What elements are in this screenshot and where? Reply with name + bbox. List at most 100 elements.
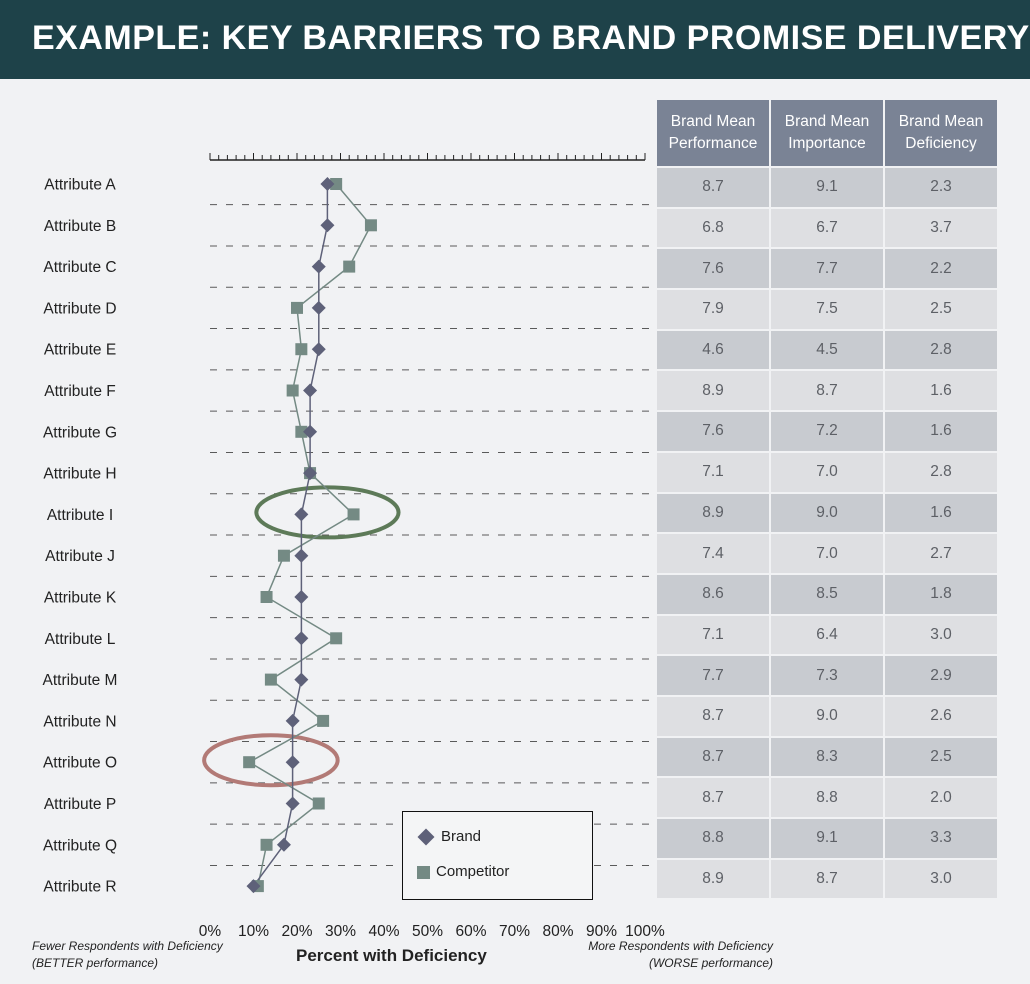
- cell-deficiency: 1.6: [885, 412, 997, 451]
- table-row: 7.1 6.4 3.0: [657, 615, 997, 655]
- header-deficiency: Brand Mean Deficiency: [885, 100, 997, 166]
- category-label: Attribute L: [45, 631, 116, 648]
- competitor-point: [347, 508, 360, 521]
- x-tick-label: 20%: [281, 923, 312, 940]
- table-row: 8.9 8.7 3.0: [657, 859, 997, 899]
- category-label: Attribute P: [44, 796, 116, 813]
- table-row: 7.9 7.5 2.5: [657, 290, 997, 329]
- category-label: Attribute K: [44, 590, 117, 607]
- chart-legend: Brand Competitor: [402, 811, 593, 900]
- brand-point: [311, 300, 326, 315]
- cell-importance: 7.2: [771, 412, 883, 451]
- cell-importance: 7.5: [771, 290, 883, 329]
- cell-deficiency: 2.0: [885, 778, 997, 817]
- x-left-note: Fewer Respondents with Deficiency (BETTE…: [32, 938, 223, 972]
- competitor-point: [330, 178, 343, 190]
- competitor-point: [364, 219, 377, 232]
- competitor-point: [277, 549, 290, 562]
- cell-performance: 7.6: [657, 412, 769, 451]
- cell-performance: 8.9: [657, 859, 769, 899]
- cell-deficiency: 2.8: [885, 330, 997, 370]
- x-right-note-line2: (WORSE performance): [648, 956, 773, 970]
- category-label: Attribute R: [43, 879, 116, 896]
- brand-point: [294, 590, 309, 604]
- x-tick-label: 100%: [625, 923, 665, 940]
- cell-performance: 4.6: [657, 330, 769, 370]
- cell-deficiency: 2.3: [885, 168, 997, 207]
- table-row: 8.7 9.1 2.3: [657, 168, 997, 207]
- x-tick-label: 80%: [542, 923, 573, 940]
- x-right-note: More Respondents with Deficiency (WORSE …: [545, 938, 773, 972]
- cell-importance: 7.0: [771, 452, 883, 492]
- header-performance: Brand Mean Performance: [657, 100, 769, 166]
- cell-performance: 8.9: [657, 493, 769, 533]
- category-label: Attribute B: [44, 218, 116, 235]
- cell-deficiency: 3.0: [885, 615, 997, 655]
- brand-point: [303, 383, 318, 398]
- legend-item-competitor: Competitor: [417, 863, 509, 880]
- cell-deficiency: 1.8: [885, 574, 997, 614]
- brand-point: [311, 259, 326, 274]
- cell-deficiency: 2.5: [885, 290, 997, 329]
- category-label: Attribute I: [47, 507, 113, 524]
- competitor-point: [260, 838, 273, 851]
- x-tick-label: 40%: [368, 923, 399, 940]
- cell-importance: 8.7: [771, 859, 883, 899]
- table-row: 8.7 9.0 2.6: [657, 696, 997, 736]
- cell-importance: 9.1: [771, 168, 883, 207]
- cell-deficiency: 2.5: [885, 737, 997, 777]
- x-left-note-line1: Fewer Respondents with Deficiency: [32, 939, 223, 953]
- brand-point: [320, 177, 335, 191]
- cell-deficiency: 1.6: [885, 371, 997, 411]
- table-row: 7.1 7.0 2.8: [657, 452, 997, 492]
- brand-point: [285, 796, 300, 811]
- category-label: Attribute A: [44, 177, 116, 194]
- cell-importance: 7.3: [771, 656, 883, 695]
- table-row: 8.8 9.1 3.3: [657, 819, 997, 858]
- cell-performance: 7.4: [657, 534, 769, 573]
- category-label: Attribute G: [43, 424, 117, 441]
- category-label: Attribute J: [45, 548, 115, 565]
- legend-label-brand: Brand: [441, 828, 482, 845]
- cell-performance: 8.8: [657, 819, 769, 858]
- cell-deficiency: 3.7: [885, 208, 997, 248]
- cell-importance: 8.3: [771, 737, 883, 777]
- category-label: Attribute O: [43, 755, 117, 772]
- cell-importance: 9.1: [771, 819, 883, 858]
- x-axis-label: Percent with Deficiency: [296, 946, 487, 965]
- cell-performance: 7.1: [657, 452, 769, 492]
- table-row: 7.6 7.2 1.6: [657, 412, 997, 451]
- category-label: Attribute M: [43, 672, 118, 689]
- table-row: 7.6 7.7 2.2: [657, 249, 997, 289]
- competitor-point: [330, 632, 343, 645]
- square-marker-icon: [417, 865, 430, 879]
- x-tick-label: 90%: [586, 923, 617, 940]
- competitor-point: [317, 714, 330, 727]
- category-label: Attribute H: [43, 466, 116, 483]
- competitor-point: [295, 425, 308, 438]
- cell-performance: 8.7: [657, 696, 769, 736]
- legend-label-competitor: Competitor: [436, 863, 510, 880]
- brand-point: [294, 548, 309, 563]
- competitor-point: [260, 591, 273, 603]
- brand-point: [311, 342, 326, 357]
- cell-deficiency: 2.8: [885, 452, 997, 492]
- cell-importance: 8.7: [771, 371, 883, 411]
- x-tick-label: 50%: [412, 923, 443, 940]
- cell-importance: 7.0: [771, 534, 883, 573]
- cell-performance: 6.8: [657, 208, 769, 248]
- competitor-point: [312, 797, 325, 810]
- category-label: Attribute E: [44, 342, 116, 359]
- cell-importance: 8.5: [771, 574, 883, 614]
- brand-point: [303, 466, 318, 481]
- brand-point: [294, 507, 309, 522]
- brand-point: [276, 837, 291, 852]
- cell-deficiency: 2.9: [885, 656, 997, 695]
- page-title: EXAMPLE: KEY BARRIERS TO BRAND PROMISE D…: [32, 19, 1030, 57]
- brand-point: [303, 424, 318, 439]
- highlight-ellipse: [202, 733, 340, 788]
- competitor-point: [243, 756, 256, 769]
- cell-importance: 4.5: [771, 330, 883, 370]
- table-row: 4.6 4.5 2.8: [657, 330, 997, 370]
- cell-deficiency: 2.7: [885, 534, 997, 573]
